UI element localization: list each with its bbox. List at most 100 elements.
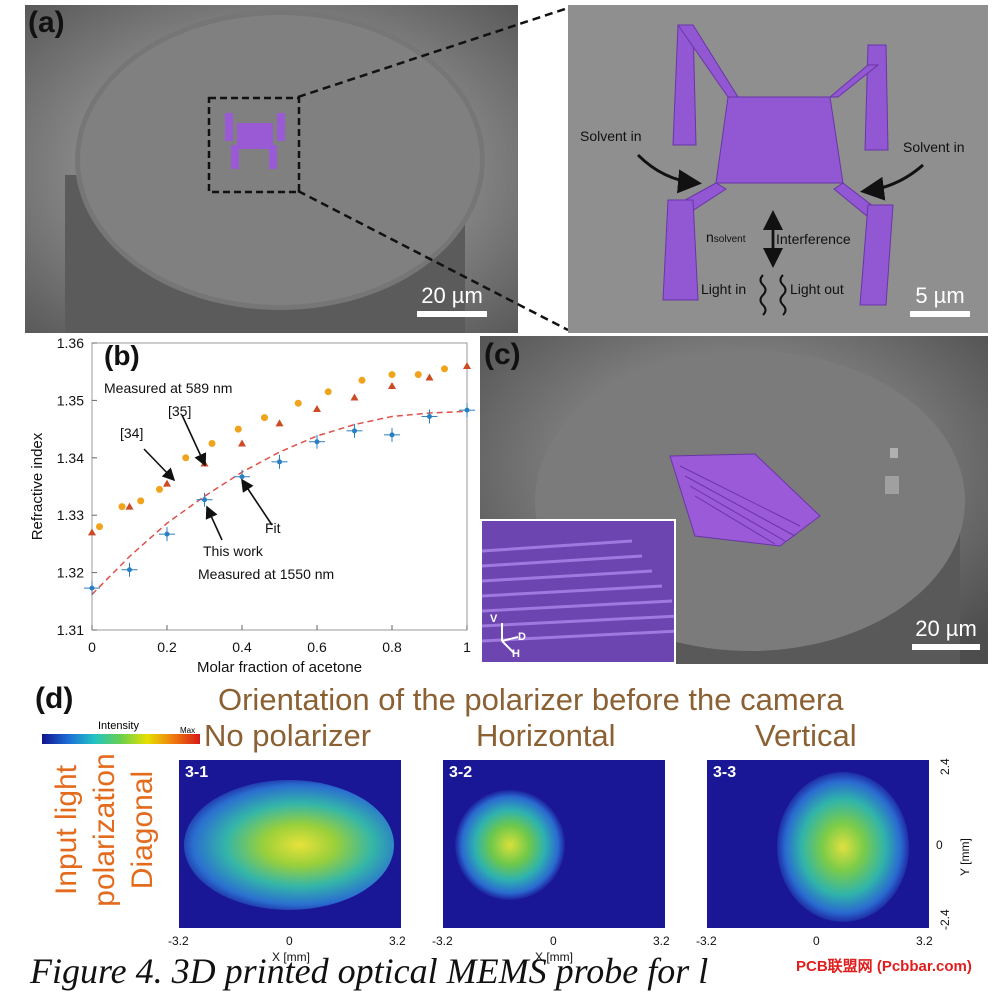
col-title-no-polarizer: No polarizer (204, 718, 372, 753)
note-measured-1550: Measured at 1550 nm (198, 566, 335, 582)
label-light-in: Light in (701, 281, 747, 297)
data-point-this-work (389, 432, 395, 438)
panel-a-label: (a) (28, 6, 65, 39)
x-tick: 3.2 (389, 934, 406, 948)
label-solvent-subscript: solvent (713, 234, 746, 245)
data-point-ref34 (156, 485, 163, 493)
fit-label: Fit (265, 520, 281, 536)
x-tick: 0 (813, 934, 820, 948)
figure-caption: Figure 4. 3D printed optical MEMS probe … (30, 951, 709, 991)
plot-frame (91, 342, 468, 631)
label-n: n (706, 229, 714, 245)
data-point-ref34 (96, 523, 103, 531)
ref-34-label: [34] (120, 425, 144, 441)
scale-bar-line (910, 311, 970, 317)
x-tick: 0 (286, 934, 293, 948)
data-point-ref34 (118, 503, 126, 511)
label-interference: Interference (776, 231, 851, 247)
y-axis-title: Refractive index (29, 432, 46, 540)
y-tick: 2.4 (938, 758, 952, 775)
y-tick-label: 1.34 (57, 450, 84, 466)
x-tick-label: 0 (88, 639, 96, 655)
scale-bar-label: 5 µm (915, 283, 965, 308)
arrow-ref35 (181, 414, 207, 467)
data-point-ref35 (163, 479, 171, 487)
data-point-ref35 (313, 405, 321, 413)
sub-id-3-1: 3-1 (185, 764, 209, 781)
this-work-label: This work (203, 543, 263, 559)
colorbar: Intensity Min Max (42, 720, 200, 760)
y-tick-label: 1.31 (57, 622, 84, 638)
data-point-ref35 (238, 439, 246, 447)
data-point-ref34 (414, 371, 422, 379)
x-tick: 3.2 (916, 934, 933, 948)
scale-bar-label: 20 µm (915, 616, 977, 641)
data-point-this-work (314, 439, 320, 445)
axis-d-label: D (518, 631, 526, 643)
axis-triad (501, 623, 519, 654)
panel-c-label: (c) (484, 338, 521, 371)
refractive-index-chart: 1.31 1.32 1.33 1.34 1.35 1.36 0 0.2 0.4 0.6 0.8 1 Mo… (29, 335, 475, 676)
ref-35-label: [35] (168, 403, 192, 419)
data-point-this-work (352, 428, 357, 434)
inset-zoom-image: V D H (480, 519, 676, 664)
data-point-this-work (202, 497, 207, 503)
row-title-line-2: polarization (88, 753, 121, 907)
arrow-fit (241, 478, 273, 526)
colorbar-title: Intensity (98, 720, 139, 732)
colorbar-gradient (42, 734, 200, 744)
data-point-ref34 (358, 376, 366, 384)
x-axis-label: X [mm] (272, 950, 310, 964)
inset-stripes (482, 521, 674, 662)
sub-id-3-3: 3-3 (713, 764, 737, 781)
x-tick-label: 1 (463, 639, 471, 655)
sub-id-3-2: 3-2 (449, 764, 473, 781)
note-measured-589: Measured at 589 nm (104, 380, 233, 396)
row-title-line-3: Diagonal (126, 770, 159, 890)
heatmap-spot (184, 780, 394, 910)
y-tick-label: 1.35 (57, 392, 84, 408)
data-point-this-work (239, 474, 245, 480)
axis-h-label: H (512, 648, 520, 660)
colorbar-max: Max (180, 726, 196, 735)
panel-a-left-image: 20 µm (25, 5, 518, 333)
x-tick-label: 0.2 (157, 639, 177, 655)
scale-bar-line (417, 311, 487, 317)
data-point-ref34 (294, 399, 302, 407)
col-title-horizontal: Horizontal (476, 718, 616, 753)
zoom-connector-lines (297, 6, 569, 332)
x-tick: -3.2 (168, 934, 189, 948)
polarizer-header: Orientation of the polarizer before the … (218, 682, 844, 717)
colorbar-min: Min (42, 726, 55, 735)
arrow-ref34 (143, 448, 176, 482)
y-tick-label: 1.32 (57, 565, 84, 581)
panel-b-label: (b) (104, 340, 140, 371)
scale-bar-line (912, 644, 980, 650)
data-point-this-work (164, 531, 170, 537)
data-point-ref35 (388, 382, 396, 390)
panel-c-image: V D H 20 µm (480, 336, 988, 664)
data-point-ref35 (463, 361, 471, 369)
heatmap-spot (777, 772, 909, 922)
y-tick-label: 1.36 (57, 335, 84, 351)
x-tick-label: 0.4 (232, 639, 252, 655)
label-solvent-in-right: Solvent in (903, 139, 965, 155)
x-tick: 0 (550, 934, 557, 948)
label-solvent-in-left: Solvent in (580, 128, 642, 144)
x-axis-title: Molar fraction of acetone (197, 659, 362, 676)
data-point-this-work (89, 585, 95, 591)
scale-bar-label: 20 µm (421, 283, 483, 308)
panel-d-label: (d) (35, 682, 74, 715)
data-point-ref34 (182, 454, 190, 462)
y-tick: -2.4 (938, 909, 952, 930)
y-tick: 0 (936, 838, 943, 852)
label-light-out: Light out (790, 281, 844, 297)
y-tick-label: 1.33 (57, 507, 84, 523)
data-point-ref35 (350, 393, 359, 401)
data-point-ref34 (208, 439, 216, 447)
heatmap-vertical: 3-3 (707, 760, 929, 928)
x-tick: -3.2 (432, 934, 453, 948)
scale-bar-5um: 5 µm (910, 283, 970, 317)
data-point-this-work (464, 407, 470, 413)
data-point-this-work (427, 413, 432, 419)
